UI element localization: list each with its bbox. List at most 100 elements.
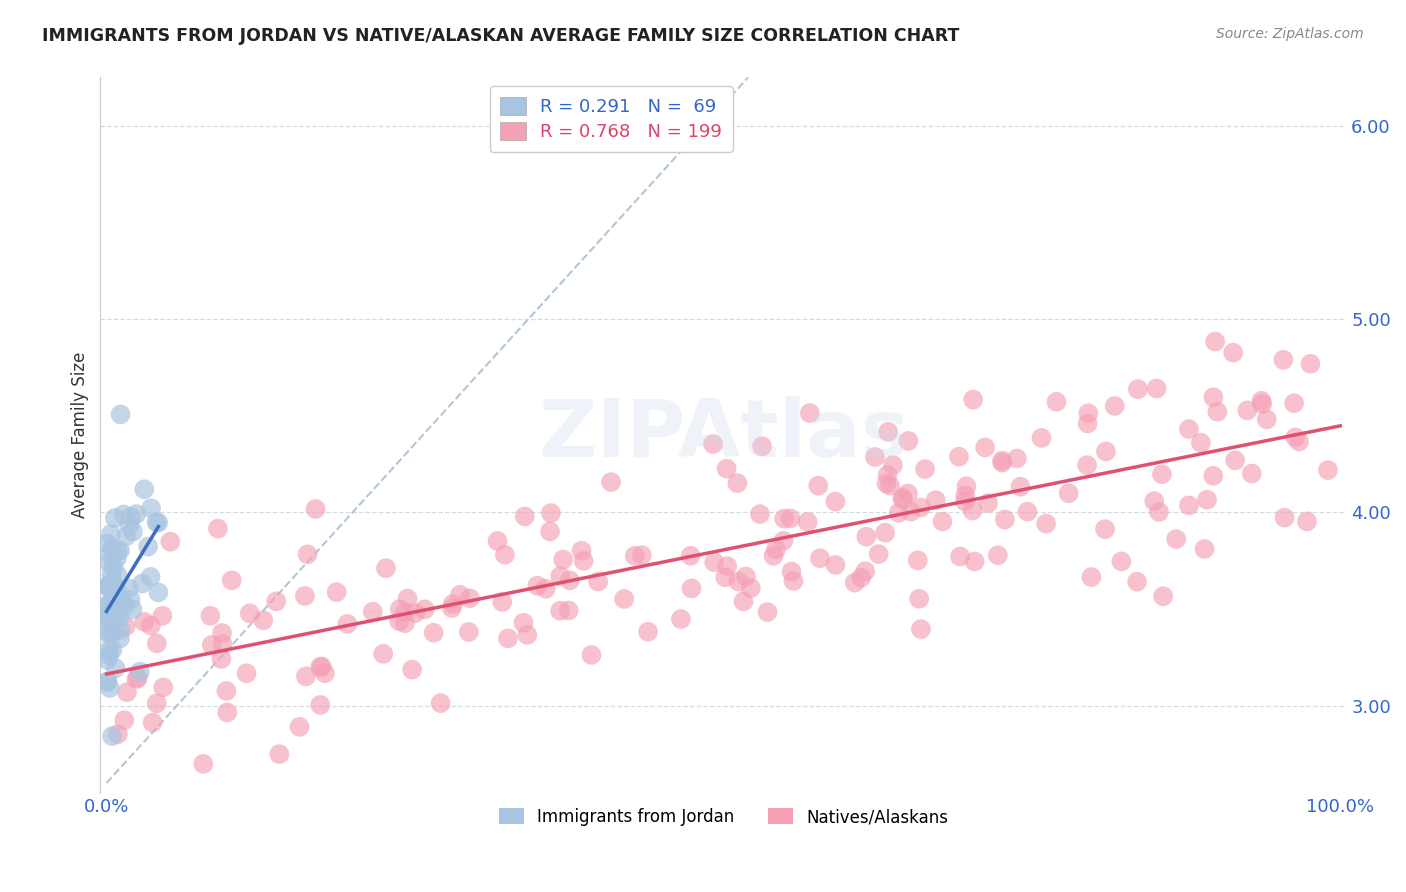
Point	[891, 491, 914, 505]
Point	[103, 593, 125, 607]
Point	[773, 511, 796, 525]
Point	[200, 608, 222, 623]
Point	[887, 506, 910, 520]
Point	[1035, 516, 1057, 531]
Point	[288, 720, 311, 734]
Point	[97, 598, 120, 612]
Point	[963, 554, 986, 568]
Point	[931, 515, 953, 529]
Point	[1194, 541, 1216, 556]
Point	[105, 567, 128, 582]
Point	[571, 543, 593, 558]
Point	[152, 608, 174, 623]
Point	[953, 488, 976, 502]
Point	[201, 638, 224, 652]
Point	[120, 510, 142, 524]
Point	[824, 558, 846, 572]
Point	[103, 560, 125, 574]
Point	[851, 571, 873, 585]
Point	[97, 579, 120, 593]
Point	[309, 660, 332, 674]
Point	[756, 605, 779, 619]
Point	[780, 565, 803, 579]
Point	[494, 548, 516, 562]
Point	[361, 605, 384, 619]
Point	[1299, 357, 1322, 371]
Point	[637, 624, 659, 639]
Point	[103, 584, 125, 599]
Point	[108, 610, 131, 624]
Point	[1080, 570, 1102, 584]
Point	[104, 511, 127, 525]
Text: ZIPAtlas: ZIPAtlas	[538, 396, 908, 474]
Point	[796, 515, 818, 529]
Point	[1222, 345, 1244, 359]
Point	[1236, 403, 1258, 417]
Point	[264, 594, 287, 608]
Point	[716, 461, 738, 475]
Point	[1202, 468, 1225, 483]
Point	[112, 508, 135, 522]
Point	[900, 505, 922, 519]
Point	[440, 601, 463, 615]
Point	[311, 659, 333, 673]
Point	[548, 569, 571, 583]
Point	[962, 503, 984, 517]
Legend: Immigrants from Jordan, Natives/Alaskans: Immigrants from Jordan, Natives/Alaskans	[491, 800, 956, 834]
Point	[1076, 458, 1098, 472]
Point	[1250, 393, 1272, 408]
Point	[749, 507, 772, 521]
Point	[110, 623, 132, 637]
Point	[910, 500, 932, 515]
Point	[145, 515, 167, 529]
Point	[779, 511, 801, 525]
Point	[962, 392, 984, 407]
Point	[98, 609, 121, 624]
Point	[215, 684, 238, 698]
Point	[457, 624, 479, 639]
Point	[1178, 422, 1201, 436]
Point	[148, 516, 170, 530]
Point	[1189, 435, 1212, 450]
Point	[1143, 494, 1166, 508]
Point	[782, 574, 804, 588]
Point	[394, 616, 416, 631]
Point	[1166, 532, 1188, 546]
Point	[209, 652, 232, 666]
Point	[733, 594, 755, 608]
Point	[1240, 467, 1263, 481]
Point	[948, 450, 970, 464]
Point	[98, 557, 121, 571]
Point	[221, 574, 243, 588]
Point	[735, 569, 758, 583]
Point	[716, 559, 738, 574]
Point	[534, 582, 557, 596]
Point	[1005, 451, 1028, 466]
Point	[876, 476, 898, 491]
Point	[139, 570, 162, 584]
Point	[107, 544, 129, 558]
Point	[540, 506, 562, 520]
Point	[193, 756, 215, 771]
Point	[146, 636, 169, 650]
Point	[1017, 505, 1039, 519]
Point	[714, 570, 737, 584]
Point	[388, 614, 411, 628]
Point	[1045, 394, 1067, 409]
Point	[1274, 510, 1296, 524]
Point	[751, 439, 773, 453]
Point	[1272, 352, 1295, 367]
Point	[910, 622, 932, 636]
Point	[977, 496, 1000, 510]
Point	[876, 468, 898, 483]
Point	[108, 591, 131, 606]
Point	[949, 549, 972, 564]
Point	[134, 615, 156, 629]
Point	[139, 501, 162, 516]
Point	[1147, 505, 1170, 519]
Point	[297, 547, 319, 561]
Point	[96, 610, 118, 624]
Point	[235, 666, 257, 681]
Point	[762, 549, 785, 563]
Point	[98, 599, 121, 613]
